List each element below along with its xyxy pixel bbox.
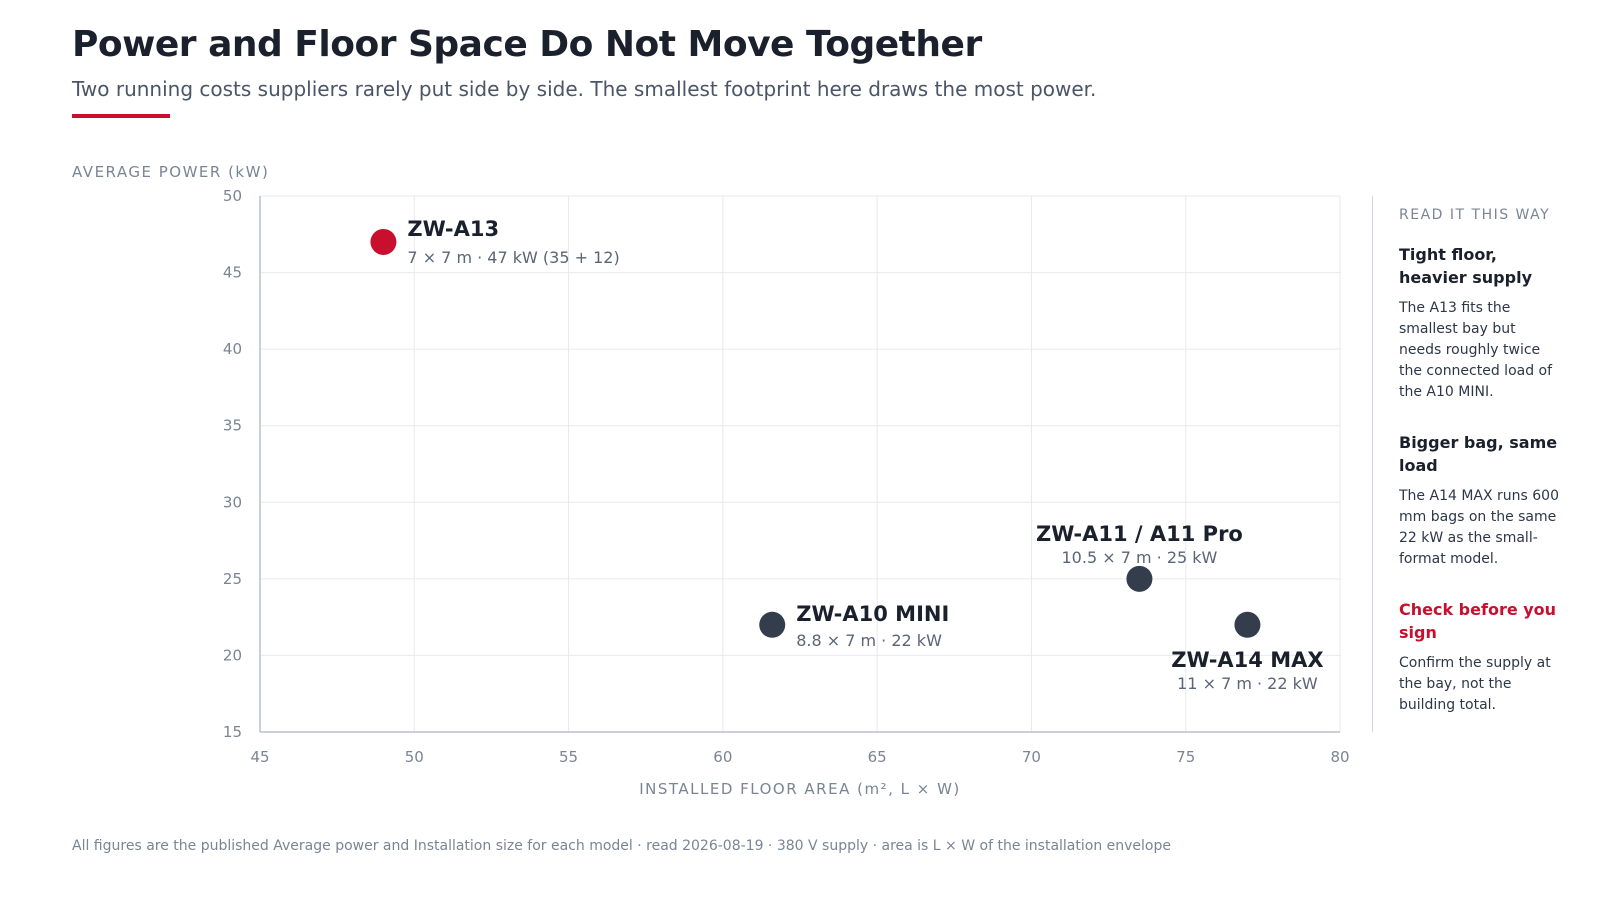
point-label: ZW-A11 / A11 Pro bbox=[1036, 522, 1243, 546]
note-bigger-bag: Bigger bag, same load The A14 MAX runs 6… bbox=[1399, 431, 1559, 570]
data-point bbox=[1126, 565, 1153, 592]
x-tick-label: 70 bbox=[1022, 748, 1041, 766]
x-axis-title: INSTALLED FLOOR AREA (m², L × W) bbox=[639, 780, 961, 798]
reading-guide: READ IT THIS WAY Tight floor, heavier su… bbox=[1372, 196, 1600, 732]
data-point bbox=[370, 228, 397, 255]
point-detail-label: 7 × 7 m · 47 kW (35 + 12) bbox=[407, 248, 619, 267]
y-tick-label: 30 bbox=[223, 493, 242, 511]
x-tick-label: 80 bbox=[1330, 748, 1349, 766]
note-check-before-sign: Check before you sign Confirm the supply… bbox=[1399, 598, 1559, 716]
accent-rule bbox=[72, 114, 170, 118]
page-title: Power and Floor Space Do Not Move Togeth… bbox=[72, 24, 982, 65]
y-tick-label: 40 bbox=[223, 340, 242, 358]
x-tick-label: 50 bbox=[405, 748, 424, 766]
source-footnote: All figures are the published Average po… bbox=[72, 838, 1171, 854]
y-axis-title: AVERAGE POWER (kW) bbox=[72, 163, 270, 181]
y-tick-label: 50 bbox=[223, 187, 242, 205]
x-tick-label: 55 bbox=[559, 748, 578, 766]
scatter-plot: 45 50 55 60 65 70 75 80 15 20 25 30 35 40 45 50 ZW-A13 7 … bbox=[223, 187, 1350, 766]
y-tick-label: 35 bbox=[223, 417, 242, 435]
y-tick-label: 25 bbox=[223, 570, 242, 588]
y-tick-label: 45 bbox=[223, 264, 242, 282]
point-label: ZW-A10 MINI bbox=[796, 602, 949, 626]
y-tick-label: 20 bbox=[223, 646, 242, 664]
x-tick-label: 65 bbox=[868, 748, 887, 766]
x-tick-label: 75 bbox=[1176, 748, 1195, 766]
note-body: The A13 fits the smallest bay but needs … bbox=[1399, 300, 1553, 400]
reading-guide-heading: READ IT THIS WAY bbox=[1399, 207, 1551, 223]
page-subtitle: Two running costs suppliers rarely put s… bbox=[72, 77, 1097, 101]
data-point bbox=[759, 611, 786, 638]
x-tick-label: 45 bbox=[250, 748, 269, 766]
x-tick-label: 60 bbox=[713, 748, 732, 766]
point-label: ZW-A14 MAX bbox=[1171, 648, 1323, 672]
note-title: Tight floor, heavier supply bbox=[1399, 245, 1532, 287]
y-tick-label: 15 bbox=[223, 723, 242, 741]
point-label: ZW-A13 bbox=[407, 217, 499, 241]
note-title: Check before you sign bbox=[1399, 600, 1557, 642]
note-tight-floor: Tight floor, heavier supply The A13 fits… bbox=[1399, 243, 1559, 403]
data-point bbox=[1234, 611, 1261, 638]
point-detail-label: 10.5 × 7 m · 25 kW bbox=[1062, 548, 1218, 567]
point-detail-label: 8.8 × 7 m · 22 kW bbox=[796, 631, 942, 650]
note-title: Bigger bag, same load bbox=[1399, 433, 1558, 475]
note-body: Confirm the supply at the bay, not the b… bbox=[1399, 655, 1551, 713]
note-body: The A14 MAX runs 600 mm bags on the same… bbox=[1399, 488, 1559, 567]
point-detail-label: 11 × 7 m · 22 kW bbox=[1177, 674, 1318, 693]
